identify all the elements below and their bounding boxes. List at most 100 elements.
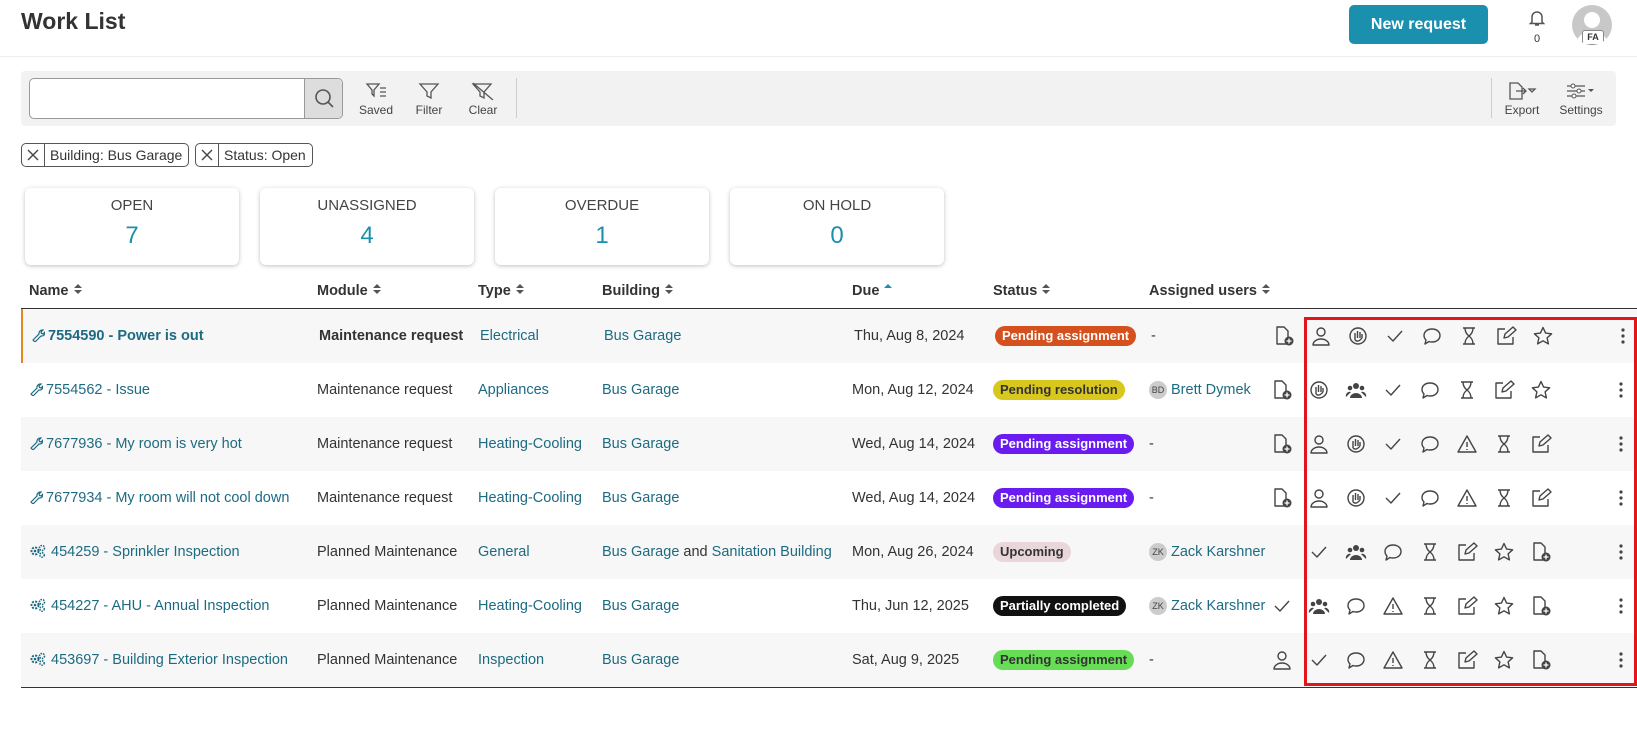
building-link[interactable]: Sanitation Building [711,544,832,560]
complete-icon[interactable] [1308,542,1330,562]
edit-icon[interactable] [1456,650,1478,670]
comment-icon[interactable] [1345,596,1367,616]
table-row[interactable]: 7677934 - My room will not cool down Main… [21,471,1637,525]
type[interactable]: Inspection [478,652,545,668]
user-name[interactable]: Zack Karshner [1171,598,1266,614]
more-icon[interactable] [1617,650,1625,670]
add-document-icon[interactable] [1530,542,1552,562]
add-document-icon[interactable] [1271,434,1293,454]
building-link[interactable]: Bus Garage [602,598,680,614]
assign-icon[interactable] [1271,650,1293,670]
clear-button[interactable]: Clear [458,82,508,117]
comment-icon[interactable] [1345,650,1367,670]
comment-icon[interactable] [1419,488,1441,508]
favorite-icon[interactable] [1493,542,1515,562]
assign-icon[interactable] [1310,326,1332,346]
column-header[interactable]: Type [478,283,525,299]
filter-button[interactable]: Filter [404,82,454,117]
column-header[interactable]: Assigned users [1149,283,1271,299]
column-header[interactable]: Building [602,283,674,299]
building-link[interactable]: Bus Garage [602,652,680,668]
column-header[interactable]: Name [29,283,83,299]
settings-button[interactable]: Settings [1556,82,1606,117]
search-box[interactable] [29,78,343,119]
add-document-icon[interactable] [1530,650,1552,670]
user-name[interactable]: Brett Dymek [1171,382,1251,398]
wait-icon[interactable] [1493,488,1515,508]
type[interactable]: General [478,544,530,560]
comment-icon[interactable] [1421,326,1443,346]
complete-icon[interactable] [1382,434,1404,454]
assign-icon[interactable] [1308,434,1330,454]
building-link[interactable]: Bus Garage [602,382,680,398]
column-header[interactable]: Module [317,283,382,299]
summary-card[interactable]: OPEN 7 [25,188,239,265]
wait-icon[interactable] [1419,542,1441,562]
add-document-icon[interactable] [1530,596,1552,616]
team-icon[interactable] [1345,542,1367,562]
export-button[interactable]: Export [1497,82,1547,117]
avatar[interactable]: FA [1572,5,1612,45]
wait-icon[interactable] [1458,326,1480,346]
user-name[interactable]: Zack Karshner [1171,544,1266,560]
summary-card[interactable]: UNASSIGNED 4 [260,188,474,265]
table-row[interactable]: 454227 - AHU - Annual Inspection Planned … [21,579,1637,633]
complete-icon[interactable] [1384,326,1406,346]
comment-icon[interactable] [1419,380,1441,400]
edit-icon[interactable] [1530,488,1552,508]
more-icon[interactable] [1617,596,1625,616]
hold-icon[interactable] [1345,434,1367,454]
more-icon[interactable] [1617,488,1625,508]
request-name[interactable]: 7677936 - My room is very hot [46,436,242,452]
more-icon[interactable] [1617,434,1625,454]
add-document-icon[interactable] [1271,488,1293,508]
hold-icon[interactable] [1308,380,1330,400]
table-row[interactable]: 7554562 - Issue Maintenance request Applia… [21,363,1637,417]
request-name[interactable]: 7677934 - My room will not cool down [46,490,290,506]
comment-icon[interactable] [1382,542,1404,562]
issue-icon[interactable] [1382,650,1404,670]
more-icon[interactable] [1617,542,1625,562]
notifications[interactable]: 0 [1525,8,1549,45]
team-icon[interactable] [1308,596,1330,616]
edit-icon[interactable] [1495,326,1517,346]
comment-icon[interactable] [1419,434,1441,454]
table-row[interactable]: 453697 - Building Exterior Inspection Pla… [21,633,1637,687]
assign-icon[interactable] [1308,488,1330,508]
request-name[interactable]: 454259 - Sprinkler Inspection [51,544,240,560]
edit-icon[interactable] [1530,434,1552,454]
building-link[interactable]: Bus Garage [604,328,682,344]
building-link[interactable]: Bus Garage [602,490,680,506]
wait-icon[interactable] [1493,434,1515,454]
team-icon[interactable] [1345,380,1367,400]
wait-icon[interactable] [1419,650,1441,670]
building-link[interactable]: Bus Garage [602,436,680,452]
wait-icon[interactable] [1419,596,1441,616]
summary-card[interactable]: ON HOLD 0 [730,188,944,265]
add-document-icon[interactable] [1271,380,1293,400]
summary-card[interactable]: OVERDUE 1 [495,188,709,265]
favorite-icon[interactable] [1493,596,1515,616]
search-button[interactable] [304,79,342,118]
type[interactable]: Electrical [480,328,539,344]
edit-icon[interactable] [1456,596,1478,616]
request-name[interactable]: 453697 - Building Exterior Inspection [51,652,288,668]
type[interactable]: Heating-Cooling [478,598,582,614]
more-icon[interactable] [1617,380,1625,400]
saved-button[interactable]: Saved [351,82,401,117]
column-header[interactable]: Status [993,283,1051,299]
hold-icon[interactable] [1347,326,1369,346]
favorite-icon[interactable] [1532,326,1554,346]
issue-icon[interactable] [1456,488,1478,508]
type[interactable]: Heating-Cooling [478,436,582,452]
edit-icon[interactable] [1456,542,1478,562]
request-name[interactable]: 454227 - AHU - Annual Inspection [51,598,270,614]
type[interactable]: Appliances [478,382,549,398]
edit-icon[interactable] [1493,380,1515,400]
building-link[interactable]: Bus Garage [602,544,680,560]
add-document-icon[interactable] [1273,326,1295,346]
request-name[interactable]: 7554562 - Issue [46,382,150,398]
complete-icon[interactable] [1382,380,1404,400]
request-name[interactable]: 7554590 - Power is out [48,328,204,344]
issue-icon[interactable] [1382,596,1404,616]
